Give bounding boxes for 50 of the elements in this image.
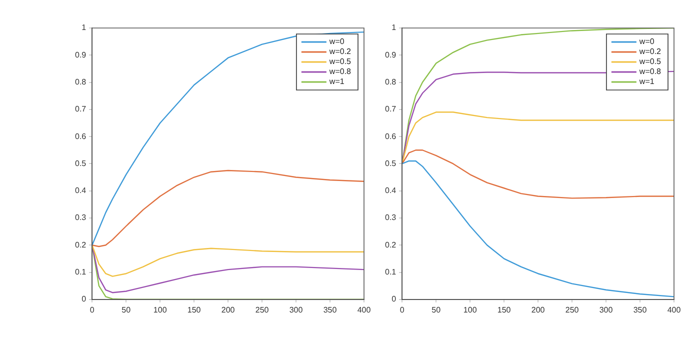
x-tick-label: 150: [187, 305, 202, 314]
legend-label: w=0.5: [638, 57, 662, 66]
x-tick-label: 350: [323, 305, 338, 314]
y-tick-label: 0.4: [384, 186, 397, 196]
y-tick-label: 0.8: [384, 77, 397, 86]
y-tick-label: 0: [82, 294, 87, 304]
legend-label: w=0.8: [638, 67, 662, 76]
x-tick-label: 100: [153, 305, 168, 314]
y-tick-label: 0.3: [384, 213, 397, 222]
y-tick-label: 0.9: [74, 50, 87, 60]
x-tick-label: 150: [497, 305, 512, 314]
x-tick-label: 50: [432, 305, 442, 314]
y-tick-label: 0.6: [74, 132, 87, 141]
y-tick-label: 1: [392, 23, 397, 32]
legend-label: w=0.8: [328, 67, 352, 76]
x-tick-label: 300: [599, 305, 614, 314]
y-tick-label: 0.9: [384, 50, 397, 60]
y-tick-label: 0.7: [74, 104, 87, 114]
x-tick-label: 0: [90, 305, 95, 314]
x-tick-label: 400: [667, 305, 682, 314]
y-tick-label: 0.5: [74, 158, 87, 168]
legend-label: w=0: [328, 37, 345, 46]
y-tick-label: 0.3: [74, 213, 87, 222]
legend-label: w=0: [638, 37, 655, 46]
y-tick-label: 0.2: [384, 240, 397, 250]
x-tick-label: 250: [565, 305, 580, 314]
y-tick-label: 0.8: [74, 77, 87, 86]
x-tick-label: 250: [255, 305, 270, 314]
x-tick-label: 200: [531, 305, 546, 314]
x-tick-label: 400: [357, 305, 372, 314]
legend-label: w=1: [638, 77, 655, 86]
x-tick-label: 100: [463, 305, 478, 314]
legend-label: w=0.5: [328, 57, 352, 66]
y-tick-label: 0.2: [74, 240, 87, 250]
y-tick-label: 0: [392, 294, 397, 304]
x-tick-label: 350: [633, 305, 648, 314]
y-tick-label: 0.6: [384, 132, 397, 141]
x-tick-label: 300: [289, 305, 304, 314]
x-tick-label: 0: [400, 305, 405, 314]
y-tick-label: 0.4: [74, 186, 87, 196]
legend-label: w=0.2: [328, 47, 352, 56]
y-tick-label: 0.7: [384, 104, 397, 114]
x-tick-label: 50: [122, 305, 132, 314]
legend-label: w=0.2: [638, 47, 662, 56]
y-tick-label: 0.1: [384, 267, 397, 276]
y-tick-label: 0.5: [384, 158, 397, 168]
y-tick-label: 0.1: [74, 267, 87, 276]
x-tick-label: 200: [221, 305, 236, 314]
legend-label: w=1: [328, 77, 345, 86]
y-tick-label: 1: [82, 23, 87, 32]
